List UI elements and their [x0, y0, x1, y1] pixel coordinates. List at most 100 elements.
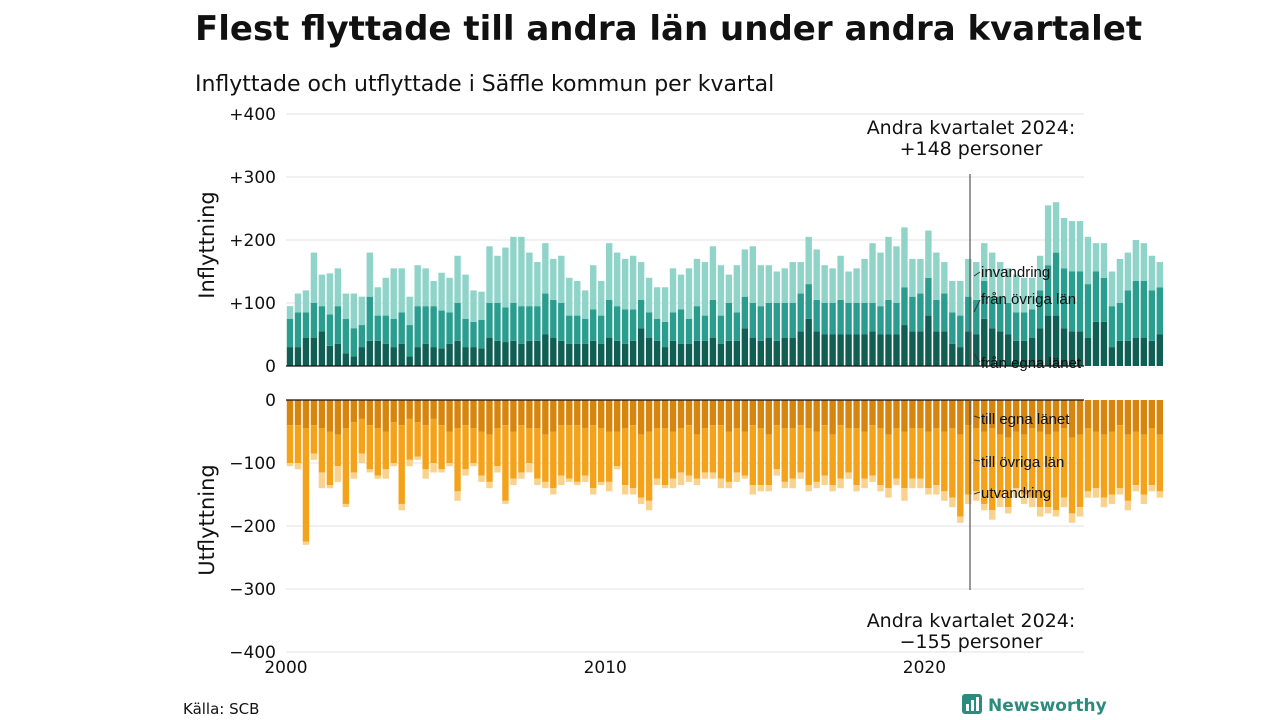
y-tick-label: 0: [265, 357, 276, 377]
bar-segment: [773, 425, 780, 470]
bar-segment: [869, 400, 876, 426]
bar-segment: [669, 431, 677, 479]
bar-segment: [997, 497, 1004, 508]
bar-segment: [693, 306, 701, 341]
y-tick-label: −100: [229, 454, 276, 474]
bar-segment: [973, 491, 980, 501]
bar-segment: [366, 469, 373, 473]
bar-segment: [1044, 507, 1052, 514]
bar-segment: [869, 303, 876, 332]
chart-title: Flest flyttade till andra län under andr…: [195, 9, 1142, 49]
bar-segment: [1100, 400, 1108, 435]
bar-segment: [717, 265, 725, 316]
bar-segment: [1132, 485, 1140, 492]
bar-segment: [733, 265, 741, 313]
bar-segment: [310, 453, 318, 460]
bar-segment: [949, 343, 956, 366]
brand-name: Newsworthy: [988, 696, 1107, 716]
bar-segment: [310, 252, 318, 303]
bar-segment: [598, 481, 605, 486]
bar-segment: [909, 400, 916, 429]
bar-segment: [741, 431, 749, 476]
y-tick-label: 0: [265, 391, 276, 411]
bar-segment: [613, 466, 621, 470]
bar-segment: [598, 400, 605, 429]
bar-segment: [286, 400, 294, 426]
bar-segment: [997, 296, 1004, 332]
bar-segment: [430, 400, 437, 419]
bar-segment: [813, 331, 820, 366]
bar-segment: [733, 312, 741, 341]
bar-segment: [613, 431, 621, 467]
bar-segment: [478, 291, 485, 321]
bar-segment: [366, 296, 373, 341]
bar-segment: [358, 418, 365, 454]
bar-segment: [861, 400, 868, 432]
bar-segment: [853, 268, 860, 303]
bar-segment: [582, 400, 589, 429]
bar-segment: [294, 400, 302, 426]
bar-segment: [1076, 271, 1084, 332]
legend-invandring: invandring: [981, 264, 1050, 281]
bar-segment: [693, 478, 701, 486]
bar-segment: [574, 425, 581, 482]
bar-segment: [925, 431, 932, 489]
bar-segment: [574, 280, 581, 316]
bar-segment: [717, 315, 725, 344]
bar-segment: [805, 318, 812, 366]
brand-chart-icon-bar-2: [971, 700, 974, 711]
bar-segment: [821, 334, 828, 366]
bar-segment: [1020, 434, 1028, 495]
bar-segment: [637, 497, 645, 504]
bar-segment: [550, 258, 557, 300]
bar-segment: [1005, 437, 1012, 508]
bar-segment: [893, 246, 900, 303]
ylabel-inflyttning: Inflyttning: [195, 191, 219, 298]
bar-segment: [366, 340, 373, 366]
bar-segment: [749, 400, 757, 426]
bar-segment: [1148, 485, 1156, 492]
bar-segment: [1092, 431, 1100, 489]
bar-segment: [1156, 400, 1163, 435]
bar-segment: [574, 315, 581, 344]
legend-leader: [973, 491, 981, 495]
bar-segment: [989, 328, 996, 366]
bar-segment: [653, 428, 661, 479]
bar-segment: [574, 400, 581, 426]
annotation-bottom-line1: Andra kvartalet 2024:: [867, 610, 1076, 632]
bar-segment: [1124, 340, 1132, 366]
bar-segment: [693, 258, 701, 307]
bar-segment: [302, 290, 310, 313]
bar-segment: [374, 475, 381, 479]
bar-segment: [669, 312, 677, 341]
bar-segment: [773, 303, 780, 341]
bar-segment: [438, 469, 445, 473]
bar-segment: [917, 400, 924, 429]
bar-segment: [973, 428, 980, 492]
bar-segment: [310, 303, 318, 338]
bar-segment: [805, 236, 812, 285]
bar-segment: [318, 306, 326, 332]
bar-segment: [318, 331, 326, 366]
bar-segment: [813, 249, 820, 300]
bar-segment: [941, 431, 948, 492]
bar-segment: [398, 400, 405, 426]
bar-segment: [382, 400, 389, 432]
bar-segment: [590, 400, 597, 426]
bar-segment: [1068, 331, 1076, 366]
bar-segment: [853, 303, 860, 335]
bar-segment: [1052, 315, 1060, 366]
bar-segment: [901, 325, 908, 366]
bar-segment: [1068, 221, 1076, 272]
bar-segment: [853, 400, 860, 429]
bar-segment: [765, 265, 772, 303]
bar-segment: [797, 262, 804, 294]
bar-segment: [534, 262, 541, 307]
bar-segment: [1132, 280, 1140, 338]
bar-segment: [957, 347, 964, 366]
bar-segment: [989, 510, 996, 520]
bar-segment: [941, 331, 948, 366]
bar-segment: [645, 400, 653, 432]
bar-segment: [446, 463, 453, 467]
